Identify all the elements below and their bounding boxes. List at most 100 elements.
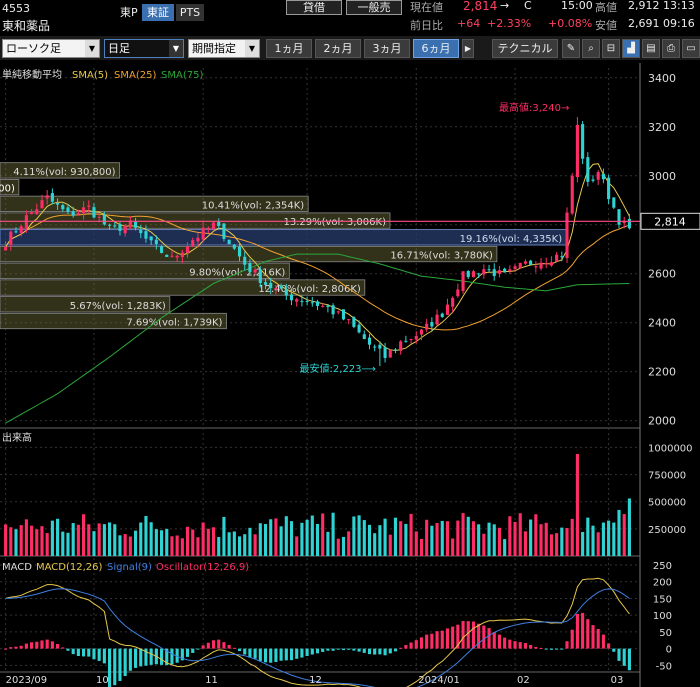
price-tick-label: 2600 [648,268,676,281]
volume-bar [523,531,527,556]
candle-body [310,302,314,304]
date-tick-label: 10 [96,675,109,686]
candle-body [518,262,522,269]
candle-body [14,231,18,233]
volume-profile-bar [0,262,290,279]
oscillator-bar [45,639,49,649]
sma25-line [5,213,630,331]
oscillator-bar [315,648,320,654]
candle-body [66,207,70,212]
change-percent: +2.33% [487,17,532,30]
candle-body [570,175,574,214]
volume-bar [24,519,28,556]
candle-body [71,211,75,216]
price-tick-label: 2200 [648,366,676,379]
period-mode-select[interactable]: 期間指定 ▼ [188,39,260,58]
volume-bar [139,522,143,556]
volume-bar [357,515,361,556]
candle-body [263,282,268,285]
change-value: +64 [457,17,481,30]
candle-body [19,226,23,234]
period-menu-button[interactable]: ▶ [462,39,474,58]
technical-button[interactable]: テクニカル [492,39,558,58]
venue-pts-tab[interactable]: PTS [176,4,204,21]
volume-profile-bar [0,212,391,229]
candle-body [487,269,491,271]
print-icon[interactable]: ⎙ [662,39,680,58]
oscillator-bar [170,648,174,665]
oscillator-bar [300,648,304,658]
bar-chart-icon[interactable]: ▟ [622,39,640,58]
oscillator-bar [97,648,101,661]
volume-profile-label: 12.40%(vol: 2,806K) [258,284,361,295]
candle-body [607,177,611,200]
candle-body [529,260,533,265]
volume-bar [352,516,356,556]
oscillator-bar [425,634,429,649]
chevron-down-icon: ▼ [85,40,99,57]
oscillator-bar [586,619,590,649]
candle-body [461,271,465,291]
volume-profile-label: 10.41%(vol: 2,354K) [202,200,305,211]
volume-profile-bar [0,279,366,296]
period-3m-button[interactable]: 3ヵ月 [364,39,410,58]
volume-bar [243,534,247,556]
current-value: 2,814 [463,0,498,13]
split-icon[interactable]: ⊟ [602,39,620,58]
venue-tse-tab[interactable]: 東証 [142,4,174,21]
volume-bar [435,523,439,556]
candle-body [378,344,382,349]
candle-body [4,246,8,251]
candle-body [544,263,548,265]
oscillator-bar [56,643,60,649]
volume-bar [201,522,205,556]
margin-button[interactable]: 貸借 [286,0,342,15]
change-percent-2: +0.08% [548,17,593,30]
volume-profile-label: 4.11%(vol: 930,800) [13,167,115,178]
oscillator-bar [544,648,548,650]
oscillator-bar [191,648,195,653]
save-icon[interactable]: ▤ [642,39,660,58]
volume-profile-label: 7.69%(vol: 1,739K) [126,318,222,329]
volume-bar [149,522,153,556]
general-sell-button[interactable]: 一般売 [346,0,402,15]
zoom-icon[interactable]: ⌕ [582,39,600,58]
chart-area[interactable]: 4.11%(vol: 930,800) 0.75%(vol: 169,400) 10… [0,63,700,687]
oscillator-bar [248,648,252,658]
macd-tick-label: 150 [653,594,672,605]
volume-bar [607,520,611,556]
oscillator-bar [518,642,522,649]
candle-body [61,205,65,210]
candle-body [471,271,476,278]
candle-body [258,269,262,283]
candle-body [159,246,164,253]
candle-body [35,209,39,215]
oscillator-bar [581,612,585,649]
chart-type-select[interactable]: ローソク足 ▼ [2,39,100,58]
oscillator-bar [201,645,205,649]
period-6m-button[interactable]: 6ヵ月 [413,39,459,58]
oscillator-bar [617,648,621,661]
window-icon[interactable]: ▭ [682,39,700,58]
period-2m-button[interactable]: 2ヵ月 [315,39,361,58]
low-value: 2,691 09:16 [628,17,695,30]
oscillator-bar [435,631,439,649]
oscillator-bar [237,648,242,652]
interval-select[interactable]: 日足 ▼ [104,39,184,58]
volume-bar [274,518,278,556]
candle-body [196,237,200,242]
candle-body [627,218,631,229]
macd-tick-label: -50 [656,661,672,672]
candle-body [201,227,205,240]
quote-header: 4553 東和薬品 東P 東証 PTS 貸借 一般売 現在値 2,814 → C… [0,0,700,34]
volume-bar [196,537,200,556]
oscillator-bar [263,648,268,663]
volume-bar [399,521,403,556]
pen-icon[interactable]: ✎ [562,39,580,58]
oscillator-bar [108,648,112,687]
period-1m-button[interactable]: 1ヵ月 [266,39,312,58]
candle-body [128,220,132,228]
candle-body [108,224,112,226]
candle-body [435,314,439,325]
volume-bar [113,524,117,556]
